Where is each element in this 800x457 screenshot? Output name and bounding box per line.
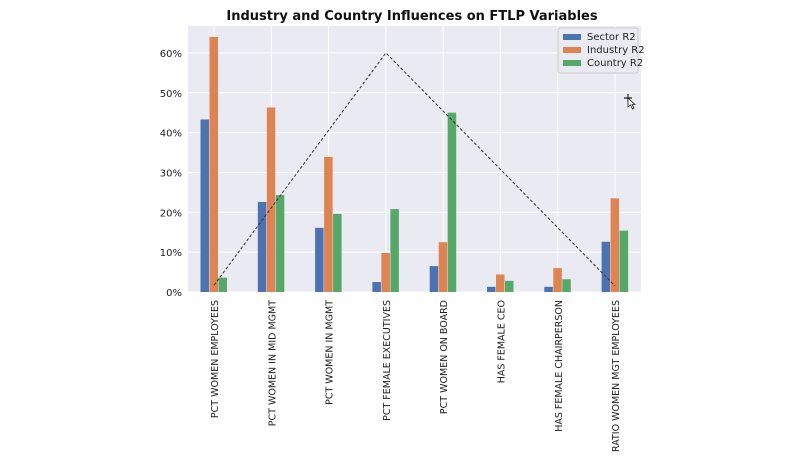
bar-industry-r2 [324,156,333,292]
y-tick-label: 0% [166,288,182,299]
y-tick-label: 60% [160,49,182,60]
move-cursor-icon [624,94,637,110]
x-tick-label: RATIO WOMEN MGT EMPLOYEES [611,300,622,452]
x-tick-label: PCT FEMALE EXECUTIVES [382,300,393,421]
bar-sector-r2 [429,266,439,292]
x-tick-label: PCT WOMEN EMPLOYEES [210,300,221,418]
bar-industry-r2 [266,107,276,292]
bar-sector-r2 [601,241,611,292]
legend-label: Country R2 [587,58,643,69]
dashed-annotation-line [213,52,616,287]
bar-country-r2 [275,195,285,292]
bar-sector-r2 [257,201,267,292]
bar-country-r2 [447,112,457,292]
bar-sector-r2 [372,282,381,292]
bar-country-r2 [333,213,342,292]
y-tick-label: 40% [160,129,182,140]
bar-country-r2 [505,280,514,292]
bar-country-r2 [562,279,571,292]
x-tick-label: PCT WOMEN IN MID MGMT [267,300,278,426]
bar-country-r2 [390,209,399,292]
x-tick-label: HAS FEMALE CHAIRPERSON [554,300,565,432]
bar-industry-r2 [209,36,218,293]
bar-country-r2 [619,230,629,292]
bar-industry-r2 [438,242,448,292]
x-tick-label: PCT WOMEN IN MGMT [325,300,336,405]
y-tick-label: 10% [160,248,182,259]
legend: Sector R2 Industry R2 Country R2 [557,27,645,74]
x-tick-label: HAS FEMALE CEO [497,300,508,383]
bar-industry-r2 [381,252,390,292]
legend-swatch [563,47,581,53]
y-tick-label: 50% [160,89,182,100]
bar-sector-r2 [544,286,553,292]
bar-country-r2 [218,277,227,292]
bar-industry-r2 [496,274,505,292]
bar-industry-r2 [610,198,620,292]
chart-title: Industry and Country Influences on FTLP … [226,9,597,24]
y-tick-label: 30% [160,168,182,179]
legend-swatch [563,60,581,66]
y-tick-label: 20% [160,208,182,219]
legend-label: Sector R2 [587,32,636,43]
bar-sector-r2 [315,227,324,292]
x-tick-label: PCT WOMEN ON BOARD [439,300,450,414]
bar-industry-r2 [553,268,562,292]
bar-sector-r2 [200,119,209,293]
legend-label: Industry R2 [587,45,645,56]
legend-swatch [563,34,581,40]
bar-sector-r2 [487,286,496,292]
